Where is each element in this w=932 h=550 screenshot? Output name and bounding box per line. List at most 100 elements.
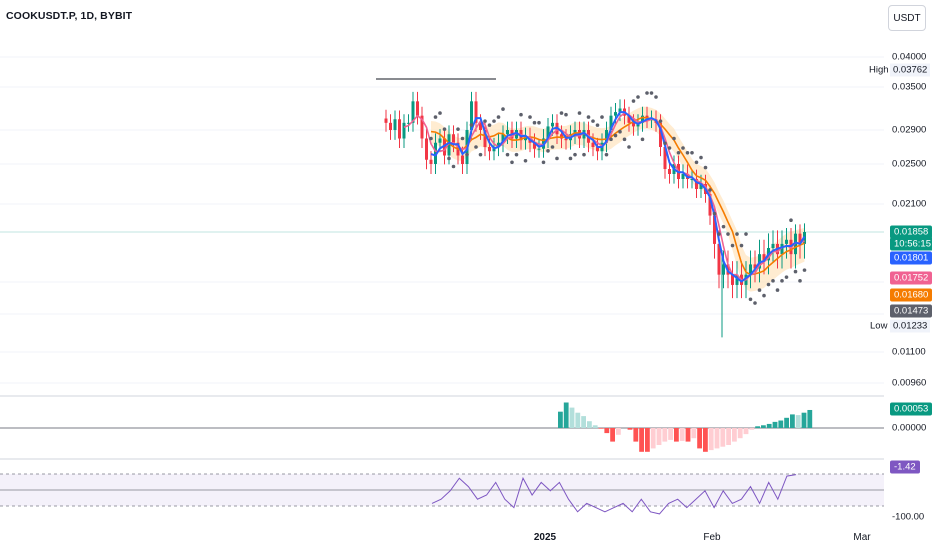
sar-dot (429, 136, 433, 141)
sar-dot (717, 232, 721, 236)
williams-r-pane (0, 473, 884, 515)
candle-body (731, 274, 734, 285)
macd-bar (674, 428, 679, 442)
candle-body (479, 122, 482, 130)
candle-body (758, 254, 761, 269)
fast-ma-line (430, 111, 806, 283)
sar-dot (582, 152, 586, 157)
macd-bar (807, 409, 813, 428)
candle-body (708, 194, 712, 216)
candle-body (780, 243, 784, 255)
macd-bar (737, 428, 743, 439)
sar-dot (721, 224, 726, 229)
currency-unit-button[interactable]: USDT (888, 5, 926, 31)
sar-dot (447, 156, 451, 161)
candle-body (713, 215, 716, 244)
sar-dot (667, 146, 672, 150)
sar-dot (672, 136, 676, 141)
macd-bar (691, 428, 697, 439)
sar-dot (600, 115, 604, 119)
macd-bar (679, 428, 685, 441)
macd-bar (656, 428, 662, 445)
macd-bar (784, 417, 789, 428)
candle-body (564, 138, 568, 141)
sar-dot (708, 188, 712, 192)
sar-dot (658, 119, 663, 123)
candle-body (668, 169, 671, 174)
sar-dot (681, 146, 685, 150)
ma-band (431, 106, 805, 292)
sar-dot (645, 91, 649, 95)
sar-dot (802, 268, 807, 272)
price-tick: 0.00960 (892, 377, 927, 389)
macd-bar (755, 426, 760, 428)
macd-bar (627, 428, 633, 430)
sar-dot (699, 155, 703, 160)
williams-r-value-tag: -1.42 (890, 460, 920, 474)
price-tick: 0.02500 (892, 158, 927, 170)
sar-dot (505, 152, 510, 157)
price-tick: 0.02100 (892, 198, 927, 210)
sar-dot (640, 137, 645, 142)
sar-dot (793, 269, 798, 274)
sar-dot (618, 129, 622, 134)
macd-bar (569, 407, 575, 428)
sar-dot (510, 160, 514, 165)
sar-dot (465, 152, 469, 157)
macd-bar (639, 428, 644, 452)
high-value: 0.03762 (890, 63, 931, 77)
candle-body (483, 130, 487, 147)
candle-body (771, 243, 775, 249)
sar-dot (451, 164, 456, 169)
sar-dot (456, 127, 460, 131)
macd-bar (795, 415, 801, 428)
sar-dot (798, 279, 802, 283)
price-tag: 10:56:15 (890, 237, 932, 251)
moving-averages (403, 111, 806, 283)
sar-dot (663, 141, 667, 146)
candle-body (753, 264, 757, 269)
macd-bar (772, 421, 778, 428)
sar-dot (532, 120, 537, 125)
macd-bar (581, 416, 586, 428)
candle-body (506, 130, 509, 135)
sar-dot (685, 150, 690, 155)
sar-dot (726, 232, 730, 236)
slow-ma-line (430, 116, 805, 276)
sar-dot (586, 115, 591, 119)
candle-body (501, 134, 505, 143)
candle-body (681, 174, 685, 179)
williams-r-bottom-tick: -100.00 (892, 511, 925, 523)
candle-body (452, 134, 455, 143)
candle-body (407, 122, 410, 124)
candle-body (443, 138, 446, 156)
sar-dot (730, 243, 735, 248)
candle-body (420, 115, 424, 139)
macd-value-tag: 0.00053 (890, 402, 932, 416)
candle-body (470, 101, 473, 130)
sar-dot (483, 119, 487, 123)
price-tag: 0.01752 (890, 271, 932, 285)
sar-dot (627, 145, 631, 149)
sar-dot (780, 279, 784, 283)
macd-bar (587, 421, 592, 428)
candle-body (632, 122, 635, 127)
candle-body (717, 243, 721, 275)
macd-bar (720, 428, 726, 447)
sar-dot (757, 288, 762, 292)
sar-dot (537, 120, 541, 125)
sar-dot (784, 275, 789, 279)
candle-body (627, 115, 631, 123)
candle-body (488, 147, 491, 152)
candle-body (641, 115, 644, 123)
macd-bar (726, 428, 731, 445)
macd-bar (714, 428, 720, 449)
sar-dot (622, 137, 627, 142)
sar-dot (487, 123, 492, 127)
sar-dot (654, 95, 658, 99)
candle-body (722, 264, 725, 275)
sar-dot (564, 112, 568, 117)
parabolic-sar (429, 91, 807, 305)
sar-dot (460, 136, 465, 141)
